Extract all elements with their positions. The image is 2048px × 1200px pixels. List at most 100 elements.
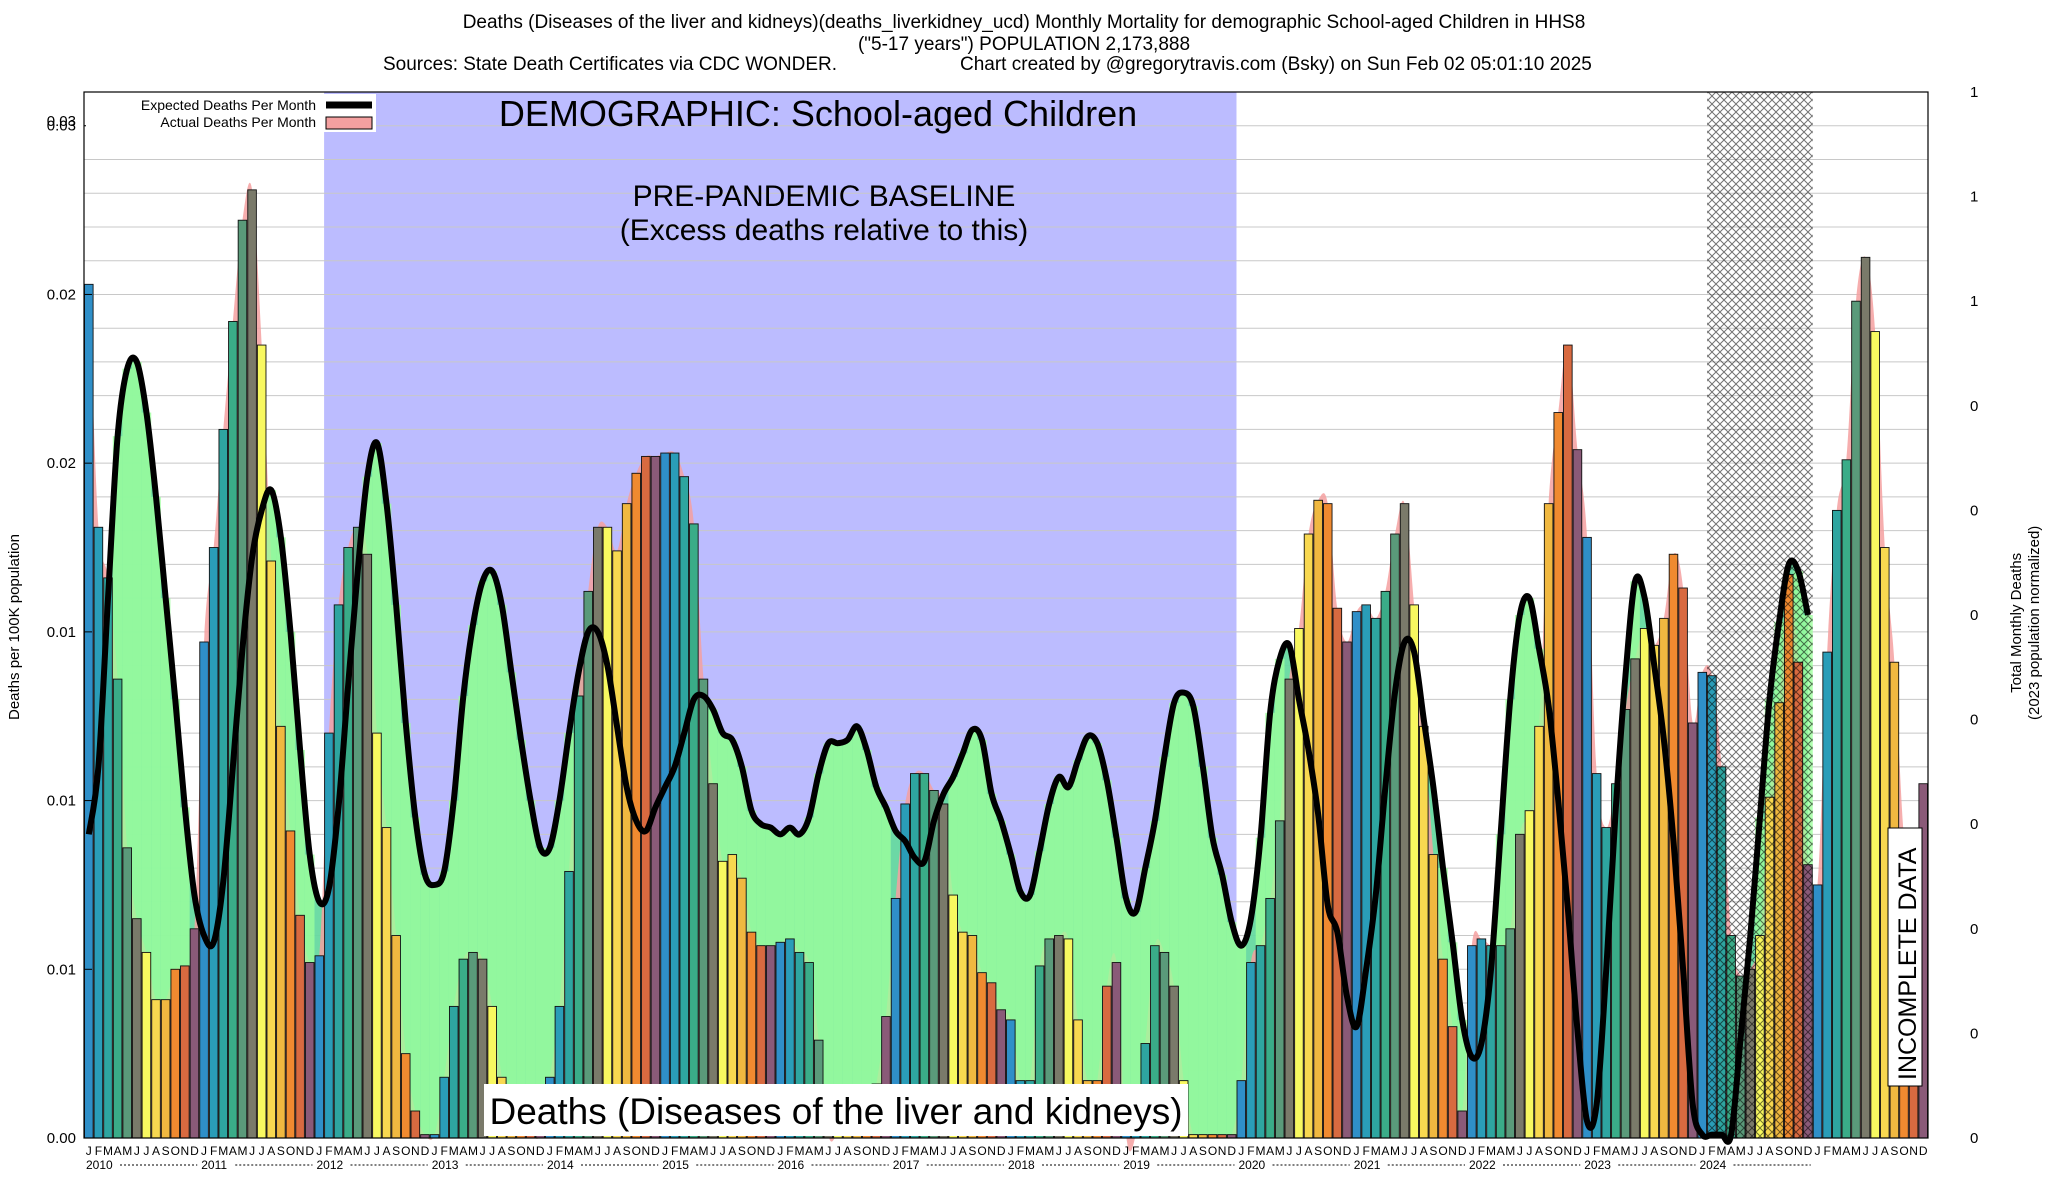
month-tick-label: A — [1727, 1144, 1735, 1158]
deficit-fill — [1054, 776, 1064, 936]
month-tick-label: M — [1832, 1144, 1842, 1158]
deficit-fill — [1063, 787, 1074, 939]
month-tick-label: F — [556, 1144, 563, 1158]
month-tick-label: M — [1159, 1144, 1169, 1158]
month-tick-label: A — [1189, 1144, 1197, 1158]
month-tick-label: O — [401, 1144, 410, 1158]
month-tick-label: A — [459, 1144, 467, 1158]
month-tick-label: S — [162, 1144, 170, 1158]
month-tick-label: J — [595, 1144, 601, 1158]
month-tick-label: J — [249, 1144, 255, 1158]
legend-label-expected: Expected Deaths Per Month — [141, 97, 316, 113]
month-tick-label: J — [777, 1144, 783, 1158]
month-tick-label: A — [959, 1144, 967, 1158]
month-tick-label: S — [1199, 1144, 1207, 1158]
month-tick-label: D — [1688, 1144, 1697, 1158]
bar — [1274, 820, 1285, 1139]
deficit-fill — [785, 827, 795, 939]
deficit-fill — [141, 412, 152, 953]
bar — [112, 678, 123, 1139]
bar — [1563, 344, 1573, 1139]
month-tick-label: J — [547, 1144, 553, 1158]
year-tick-label: 2021 — [1354, 1158, 1381, 1172]
deficit-fill — [410, 817, 421, 1112]
month-tick-label: J — [1181, 1144, 1187, 1158]
bar — [93, 526, 104, 1139]
month-tick-label: D — [1343, 1144, 1352, 1158]
bar — [1812, 884, 1823, 1139]
deficit-fill — [448, 800, 459, 1007]
bar — [919, 773, 930, 1139]
deficit-fill — [717, 733, 728, 862]
bar — [1428, 854, 1439, 1139]
month-tick-label: N — [987, 1144, 996, 1158]
month-tick-label: A — [690, 1144, 698, 1158]
y-axis-label: Deaths per 100K population — [6, 534, 23, 720]
month-tick-label: J — [662, 1144, 668, 1158]
month-tick-label: A — [1612, 1144, 1620, 1158]
month-tick-label: A — [1266, 1144, 1274, 1158]
month-tick-label: S — [277, 1144, 285, 1158]
month-tick-label: N — [1333, 1144, 1342, 1158]
month-tick-label: O — [286, 1144, 295, 1158]
deficit-fill — [1438, 868, 1448, 960]
deficit-fill — [1130, 911, 1141, 1135]
month-tick-label: J — [432, 1144, 438, 1158]
deficit-fill — [881, 807, 891, 1017]
month-tick-label: M — [1140, 1144, 1150, 1158]
month-tick-label: M — [449, 1144, 459, 1158]
deficit-fill — [1111, 837, 1122, 963]
bar — [449, 1005, 459, 1139]
month-tick-label: M — [1390, 1144, 1400, 1158]
deficit-fill — [1630, 581, 1640, 659]
bar — [1332, 607, 1343, 1139]
deficit-fill — [1495, 834, 1506, 946]
bar — [1515, 833, 1525, 1139]
deficit-fill — [1207, 837, 1218, 1135]
month-tick-label: N — [181, 1144, 190, 1158]
sources-text: Sources: State Death Certificates via CD… — [383, 54, 838, 75]
deficit-fill — [1082, 736, 1093, 1081]
month-tick-label: A — [728, 1144, 736, 1158]
incomplete-label-bg — [1887, 827, 1923, 1087]
bar — [324, 732, 334, 1139]
month-tick-label: J — [259, 1144, 265, 1158]
right-tick-label: 0 — [1970, 398, 1978, 415]
month-tick-label: F — [901, 1144, 908, 1158]
deficit-fill — [1102, 780, 1112, 987]
bar — [170, 968, 180, 1139]
month-tick-label: N — [757, 1144, 766, 1158]
deficit-fill — [861, 749, 872, 1135]
deficit-fill — [132, 361, 142, 919]
month-tick-label: D — [190, 1144, 199, 1158]
bar — [1438, 958, 1448, 1139]
bar — [1870, 331, 1880, 1139]
month-tick-label: M — [1717, 1144, 1727, 1158]
month-tick-label: D — [766, 1144, 775, 1158]
deficit-fill — [170, 699, 181, 970]
deficit-fill — [1073, 760, 1083, 1020]
month-tick-label: N — [1103, 1144, 1112, 1158]
month-tick-label: M — [1486, 1144, 1496, 1158]
legend-swatch-actual — [325, 116, 373, 130]
bar — [266, 560, 277, 1139]
month-tick-label: F — [210, 1144, 217, 1158]
right-tick-label: 0 — [1970, 712, 1978, 729]
deficit-fill — [813, 773, 824, 1041]
year-tick-label: 2022 — [1469, 1158, 1496, 1172]
month-tick-label: N — [872, 1144, 881, 1158]
bar — [1457, 1110, 1467, 1139]
month-tick-label: D — [651, 1144, 660, 1158]
bar — [689, 523, 699, 1139]
deficit-fill — [516, 739, 526, 1135]
month-tick-label: F — [1362, 1144, 1369, 1158]
deficit-fill — [1457, 1019, 1467, 1112]
bar — [1639, 628, 1650, 1139]
month-tick-label: M — [1851, 1144, 1861, 1158]
month-tick-label: M — [1505, 1144, 1515, 1158]
bar — [1380, 590, 1391, 1139]
month-tick-label: J — [134, 1144, 140, 1158]
bar — [362, 553, 373, 1139]
year-tick-label: 2018 — [1008, 1158, 1035, 1172]
month-tick-label: J — [720, 1144, 726, 1158]
